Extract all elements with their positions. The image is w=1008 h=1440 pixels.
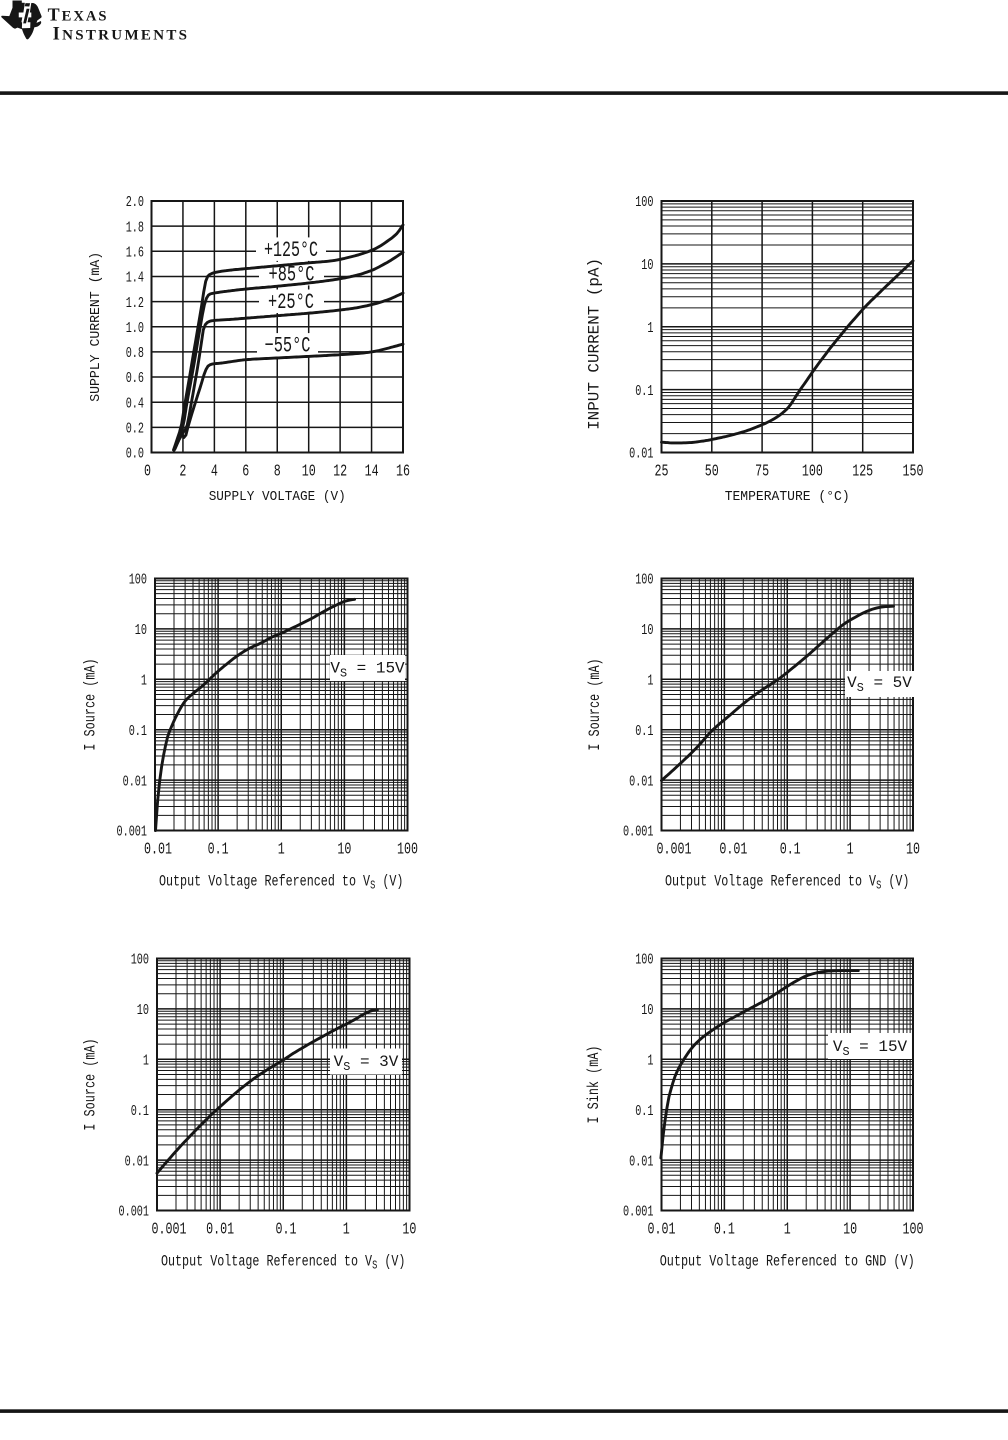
svg-text:0.1: 0.1: [208, 841, 229, 859]
svg-text:0.1: 0.1: [714, 1221, 735, 1239]
svg-text:10: 10: [906, 841, 920, 859]
svg-text:0.1: 0.1: [131, 1103, 149, 1120]
svg-text:1.2: 1.2: [126, 295, 144, 312]
svg-text:0.01: 0.01: [206, 1221, 234, 1239]
svg-text:125: 125: [852, 463, 873, 481]
svg-text:14: 14: [365, 463, 379, 481]
svg-text:10: 10: [843, 1221, 857, 1239]
svg-text:Output Voltage Referenced to V: Output Voltage Referenced to VS (V): [159, 872, 404, 892]
svg-text:100: 100: [129, 572, 147, 589]
svg-text:0: 0: [144, 463, 151, 481]
svg-text:I Source (mA): I Source (mA): [82, 1038, 100, 1130]
svg-text:4: 4: [211, 463, 218, 481]
svg-text:75: 75: [755, 463, 769, 481]
svg-text:I Source (mA): I Source (mA): [82, 658, 100, 750]
svg-text:1: 1: [647, 320, 653, 337]
svg-text:1.6: 1.6: [126, 245, 144, 262]
svg-text:VS = 15V: VS = 15V: [833, 1038, 908, 1059]
svg-text:10: 10: [302, 463, 316, 481]
svg-text:10: 10: [135, 622, 147, 639]
svg-text:1: 1: [847, 841, 854, 859]
svg-text:100: 100: [397, 841, 418, 859]
svg-text:TEMPERATURE (°C): TEMPERATURE (°C): [725, 489, 850, 505]
svg-text:10: 10: [641, 1002, 653, 1019]
svg-text:0.1: 0.1: [129, 723, 147, 740]
svg-text:I Sink (mA): I Sink (mA): [585, 1045, 603, 1123]
svg-text:0.001: 0.001: [152, 1221, 187, 1239]
svg-text:1: 1: [343, 1221, 350, 1239]
svg-text:8: 8: [274, 463, 281, 481]
svg-text:0.001: 0.001: [117, 824, 148, 841]
svg-text:1.8: 1.8: [126, 219, 144, 236]
svg-text:100: 100: [635, 572, 653, 589]
svg-text:0.1: 0.1: [635, 1103, 653, 1120]
svg-text:0.001: 0.001: [119, 1204, 150, 1221]
svg-text:0.001: 0.001: [657, 841, 692, 859]
svg-text:10: 10: [137, 1002, 149, 1019]
svg-text:0.01: 0.01: [648, 1221, 676, 1239]
svg-text:SUPPLY CURRENT (mA): SUPPLY CURRENT (mA): [88, 252, 104, 402]
svg-text:0.01: 0.01: [144, 841, 172, 859]
svg-text:0.2: 0.2: [126, 421, 144, 438]
svg-text:0.1: 0.1: [635, 383, 653, 400]
svg-text:TEXAS: TEXAS: [48, 5, 109, 25]
svg-text:0.1: 0.1: [635, 723, 653, 740]
svg-text:1.4: 1.4: [126, 270, 144, 287]
svg-text:0.6: 0.6: [126, 370, 144, 387]
svg-text:0.01: 0.01: [629, 446, 653, 463]
svg-text:100: 100: [635, 952, 653, 969]
svg-text:16: 16: [396, 463, 410, 481]
svg-text:1: 1: [278, 841, 285, 859]
svg-text:100: 100: [903, 1221, 924, 1239]
svg-text:10: 10: [337, 841, 351, 859]
svg-text:0.01: 0.01: [123, 773, 147, 790]
svg-text:+125°C: +125°C: [264, 238, 318, 263]
svg-text:10: 10: [641, 622, 653, 639]
svg-text:0.01: 0.01: [629, 773, 653, 790]
svg-text:12: 12: [333, 463, 347, 481]
svg-text:−55°C: −55°C: [265, 334, 311, 359]
svg-text:10: 10: [641, 257, 653, 274]
svg-text:Output Voltage Referenced to V: Output Voltage Referenced to VS (V): [665, 872, 910, 892]
svg-text:Output Voltage Referenced to G: Output Voltage Referenced to GND (V): [660, 1252, 915, 1270]
svg-text:6: 6: [242, 463, 249, 481]
svg-text:0.1: 0.1: [780, 841, 801, 859]
svg-text:25: 25: [655, 463, 669, 481]
svg-text:1.0: 1.0: [126, 320, 144, 337]
svg-text:0.8: 0.8: [126, 345, 144, 362]
svg-text:SUPPLY VOLTAGE (V): SUPPLY VOLTAGE (V): [209, 489, 346, 505]
svg-text:0.01: 0.01: [719, 841, 747, 859]
svg-text:1: 1: [141, 673, 147, 690]
svg-text:1: 1: [784, 1221, 791, 1239]
svg-text:0.1: 0.1: [276, 1221, 297, 1239]
svg-text:0.001: 0.001: [623, 824, 654, 841]
svg-text:VS = 15V: VS = 15V: [330, 660, 405, 681]
svg-text:0.0: 0.0: [126, 446, 144, 463]
svg-text:100: 100: [131, 952, 149, 969]
svg-text:2.0: 2.0: [126, 194, 144, 211]
svg-text:+25°C: +25°C: [268, 290, 314, 315]
svg-text:0.001: 0.001: [623, 1204, 654, 1221]
svg-text:INPUT CURRENT (pA): INPUT CURRENT (pA): [586, 258, 604, 430]
svg-text:10: 10: [402, 1221, 416, 1239]
svg-text:I Source (mA): I Source (mA): [586, 658, 604, 750]
svg-text:INSTRUMENTS: INSTRUMENTS: [53, 25, 190, 45]
svg-text:Output Voltage Referenced to V: Output Voltage Referenced to VS (V): [161, 1252, 406, 1272]
svg-text:50: 50: [705, 463, 719, 481]
svg-text:1: 1: [647, 673, 653, 690]
svg-text:1: 1: [647, 1053, 653, 1070]
svg-text:100: 100: [635, 194, 653, 211]
svg-text:0.4: 0.4: [126, 395, 144, 412]
svg-text:100: 100: [802, 463, 823, 481]
svg-text:VS = 5V: VS = 5V: [847, 674, 912, 695]
svg-text:150: 150: [903, 463, 924, 481]
svg-text:0.01: 0.01: [629, 1153, 653, 1170]
svg-text:VS = 3V: VS = 3V: [334, 1053, 399, 1074]
svg-text:1: 1: [143, 1053, 149, 1070]
svg-text:0.01: 0.01: [125, 1153, 149, 1170]
svg-text:2: 2: [179, 463, 186, 481]
